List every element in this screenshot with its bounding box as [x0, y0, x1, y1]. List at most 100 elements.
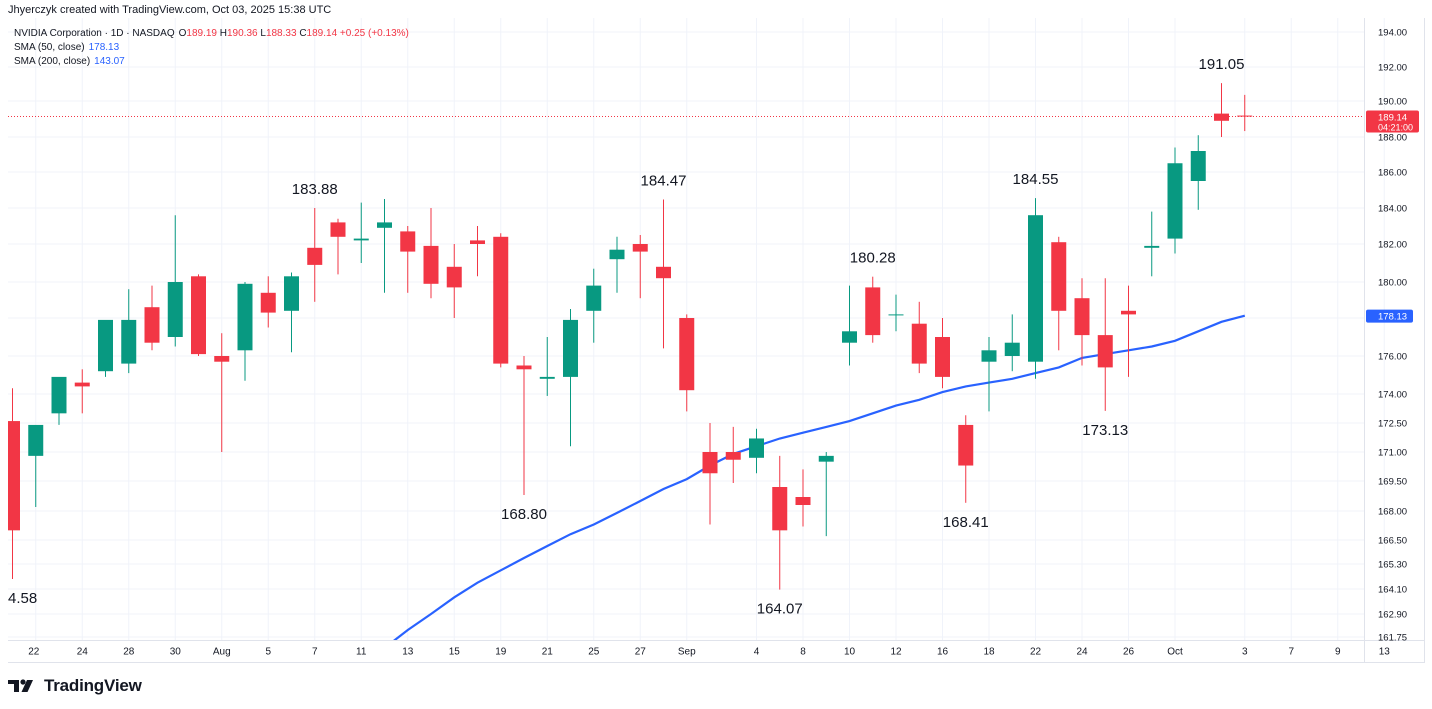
symbol-title[interactable]: NVIDIA Corporation · 1D · NASDAQ	[14, 28, 175, 39]
candle[interactable]	[330, 218, 346, 275]
candle[interactable]	[1190, 135, 1206, 210]
time-tick-label: 10	[844, 647, 856, 658]
candle[interactable]	[167, 215, 183, 347]
sma50-label[interactable]: SMA (50, close)	[14, 42, 85, 53]
candle[interactable]	[284, 272, 299, 353]
candle[interactable]	[1167, 147, 1183, 254]
candle[interactable]	[144, 285, 160, 351]
candle-body	[981, 350, 997, 362]
candle-body	[911, 323, 927, 364]
price-annotations: 4.58 183.88 168.80 184.47 164.07 180.28 168.41…	[8, 56, 1244, 617]
time-tick-label: 18	[983, 647, 995, 658]
candle[interactable]	[5, 388, 20, 579]
candle-body	[144, 307, 160, 343]
candle[interactable]	[446, 244, 462, 318]
symbol-row[interactable]: NVIDIA Corporation · 1D · NASDAQ O189.19…	[14, 27, 409, 41]
candle[interactable]	[1237, 94, 1253, 132]
candle[interactable]	[1214, 83, 1229, 137]
price-tick-label: 174.00	[1378, 390, 1407, 401]
candle[interactable]	[563, 309, 578, 447]
candle-body	[1214, 113, 1229, 121]
candle[interactable]	[539, 337, 555, 396]
candle-body	[563, 319, 578, 377]
candle-body	[516, 365, 532, 370]
time-tick-label: 21	[542, 647, 554, 658]
sma200-label[interactable]: SMA (200, close)	[14, 56, 91, 67]
candle[interactable]	[98, 319, 113, 377]
sma50-legend-row[interactable]: SMA (50, close) 178.13	[14, 41, 409, 55]
candle[interactable]	[702, 423, 718, 525]
candle[interactable]	[609, 236, 625, 293]
price-annotation: 184.55	[1013, 171, 1059, 188]
candle-body	[377, 222, 392, 228]
candle[interactable]	[772, 455, 788, 590]
sma200-legend-row[interactable]: SMA (200, close) 143.07	[14, 55, 409, 69]
candle[interactable]	[725, 426, 741, 483]
price-tick-label: 164.10	[1378, 585, 1407, 596]
time-tick-label: 9	[1335, 647, 1341, 658]
candle[interactable]	[656, 199, 671, 349]
candle[interactable]	[1028, 198, 1043, 379]
candle[interactable]	[1004, 314, 1020, 372]
candle[interactable]	[1144, 211, 1160, 277]
time-tick-label: Sep	[678, 647, 696, 658]
candle-body	[842, 331, 857, 343]
candle[interactable]	[353, 202, 369, 263]
time-tick-label: Oct	[1167, 647, 1183, 658]
candle[interactable]	[400, 226, 416, 293]
candle[interactable]	[679, 314, 695, 412]
time-axis[interactable]: 22 24 28 30 Aug 5 7 11 13 15 19 21 25 27 Sep 4 8 10 12 16 18…	[28, 647, 1390, 658]
candle[interactable]	[493, 233, 509, 368]
sma50-value: 178.13	[88, 42, 120, 53]
candle-body	[214, 356, 230, 362]
price-axis[interactable]: 194.00 192.00 190.00 188.00 186.00 184.00 182.…	[1378, 28, 1407, 644]
candle[interactable]	[632, 235, 648, 299]
candle[interactable]	[307, 208, 323, 302]
candle[interactable]	[423, 208, 439, 299]
candle-body	[725, 452, 741, 460]
candle-body	[167, 282, 183, 337]
candle[interactable]	[237, 282, 253, 381]
candle[interactable]	[470, 226, 485, 277]
tradingview-logo[interactable]: TradingView	[8, 676, 142, 696]
candle-body	[28, 424, 44, 456]
candle[interactable]	[191, 274, 206, 356]
price-annotation: 168.41	[943, 514, 989, 531]
candle[interactable]	[865, 276, 881, 343]
candle[interactable]	[377, 199, 392, 293]
time-tick-label: 19	[495, 647, 507, 658]
candle[interactable]	[1097, 278, 1113, 411]
candle-body	[1074, 298, 1090, 336]
time-tick-label: 11	[356, 647, 367, 658]
candle[interactable]	[1121, 285, 1136, 377]
plot-area[interactable]	[8, 18, 1385, 640]
candle[interactable]	[818, 452, 834, 537]
candle[interactable]	[516, 356, 532, 495]
price-tick-label: 162.90	[1378, 610, 1407, 621]
sma200-value: 143.07	[94, 56, 125, 67]
candle[interactable]	[749, 428, 764, 474]
candle[interactable]	[842, 285, 857, 366]
candle[interactable]	[51, 376, 67, 425]
candle[interactable]	[795, 469, 811, 527]
candle[interactable]	[958, 415, 974, 503]
candle[interactable]	[28, 424, 44, 507]
candle-body	[702, 452, 718, 474]
time-tick-label: 26	[1123, 647, 1135, 658]
candle[interactable]	[911, 301, 927, 374]
candle[interactable]	[981, 337, 997, 412]
time-tick-label: 24	[1076, 647, 1088, 658]
candle[interactable]	[586, 268, 602, 343]
candle[interactable]	[888, 294, 904, 332]
candle[interactable]	[121, 289, 137, 374]
candle[interactable]	[1074, 278, 1090, 366]
candle-body	[1051, 242, 1067, 311]
candle[interactable]	[935, 318, 950, 389]
candle[interactable]	[260, 276, 276, 328]
candle[interactable]	[1051, 236, 1067, 351]
candle[interactable]	[74, 369, 90, 414]
candle[interactable]	[214, 333, 230, 452]
